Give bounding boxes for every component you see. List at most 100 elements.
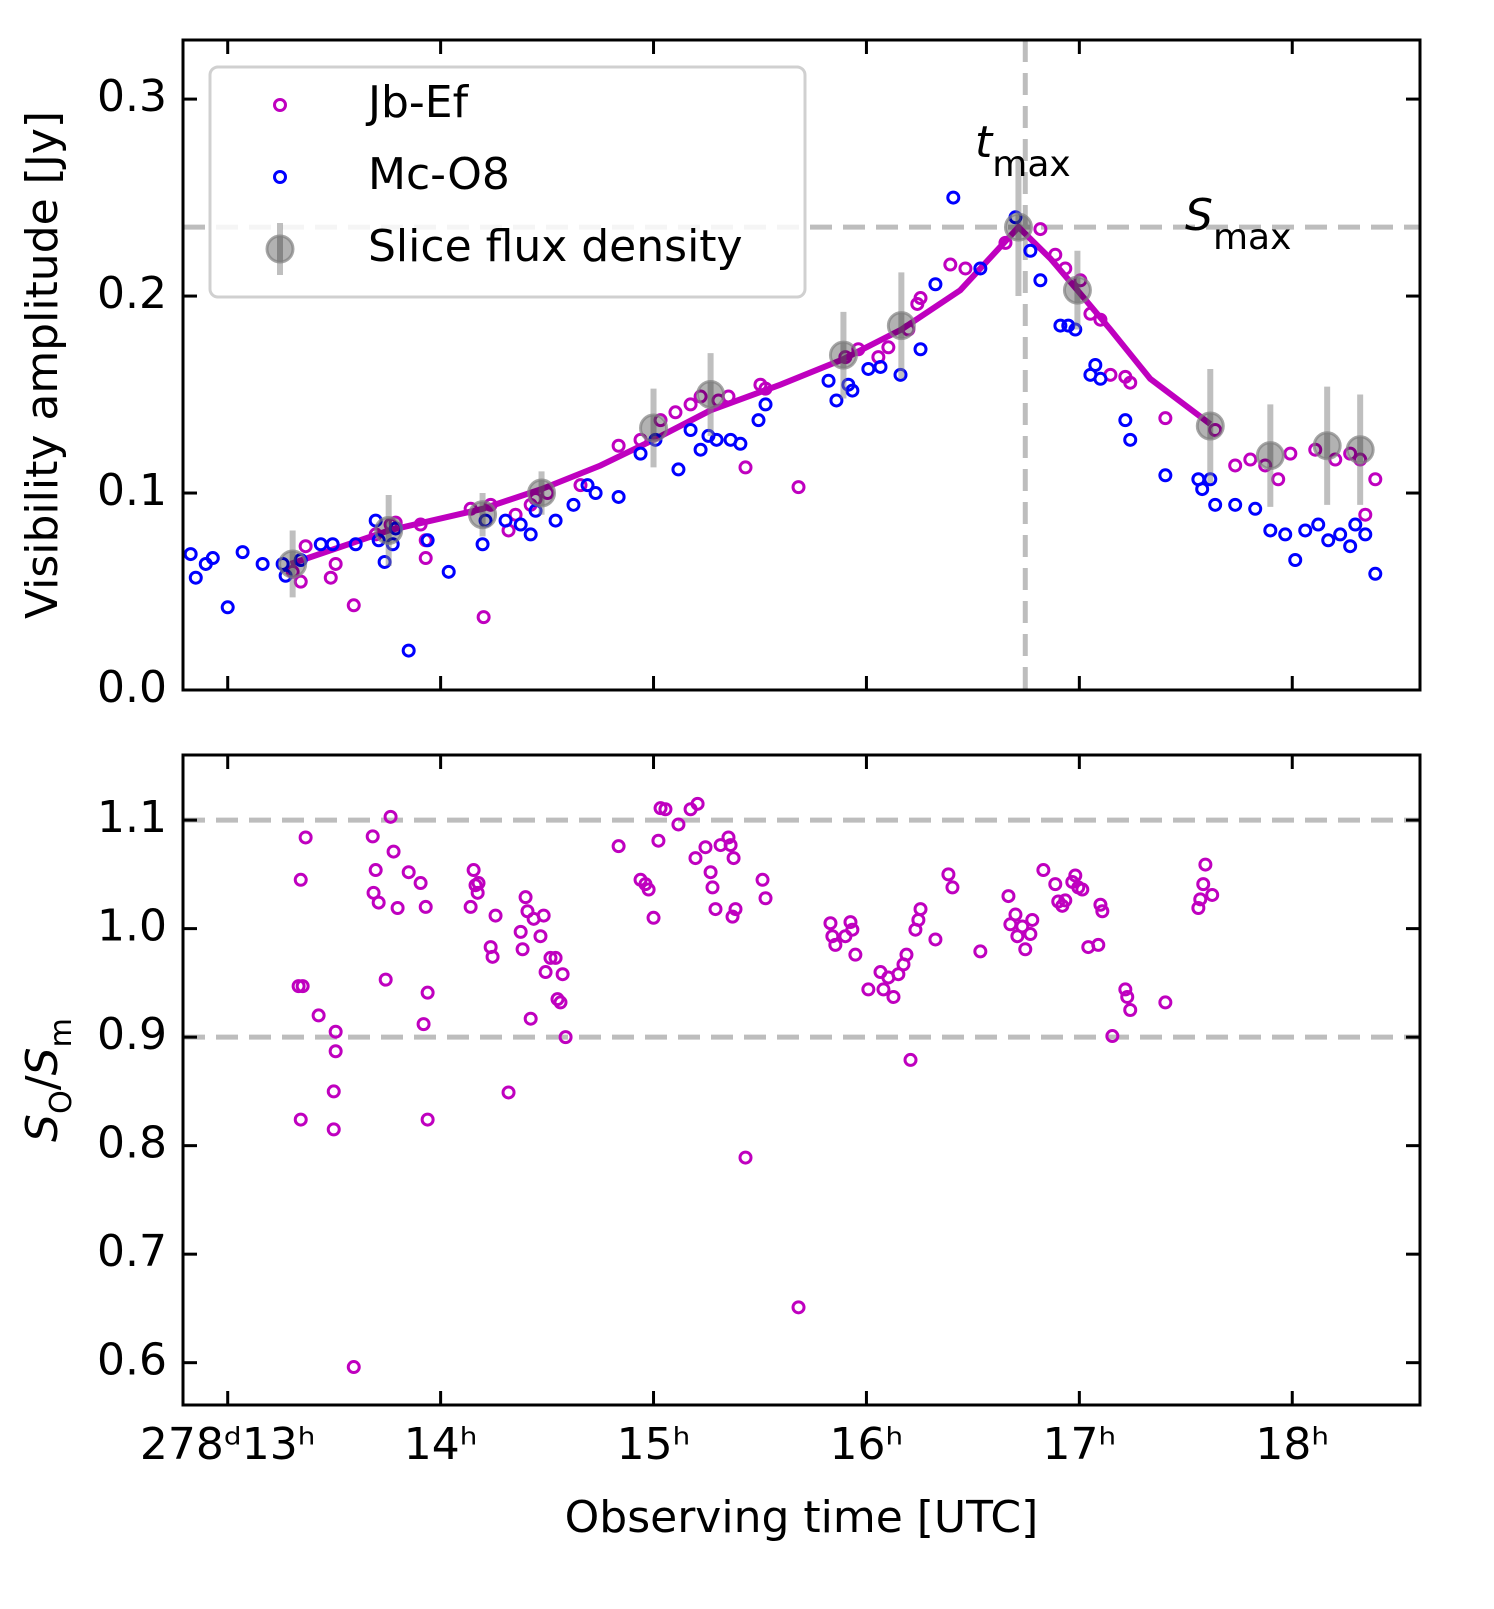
data-point: [1123, 1003, 1138, 1018]
label-part: O: [44, 1090, 79, 1114]
data-point: [488, 908, 503, 923]
data-point: [1348, 517, 1363, 532]
data-point: [913, 291, 928, 306]
data-point: [1278, 527, 1293, 542]
data-point: [721, 830, 736, 845]
data-point: [476, 610, 491, 625]
slice-point: [278, 549, 308, 579]
data-point: [705, 880, 720, 895]
plot-frame: [181, 38, 1422, 692]
data-point: [1093, 371, 1108, 386]
data-point: [945, 880, 960, 895]
label-part: S: [17, 1047, 68, 1075]
data-point: [1023, 243, 1038, 258]
data-point: [683, 423, 698, 437]
data-point: [378, 972, 393, 987]
data-point: [703, 865, 718, 880]
data-point: [371, 895, 386, 910]
data-point: [758, 381, 773, 396]
data-point: [348, 537, 363, 552]
legend-marker: [273, 170, 287, 184]
data-point: [1193, 892, 1208, 907]
label-part: m: [44, 1018, 79, 1047]
data-point: [420, 1112, 435, 1127]
x-tick-label: 278ᵈ13ʰ: [140, 1419, 316, 1470]
data-point: [553, 995, 568, 1010]
data-point: [843, 915, 858, 930]
data-point: [958, 261, 973, 276]
legend-label: Slice flux density: [368, 221, 743, 272]
data-point: [698, 840, 713, 855]
data-point: [1191, 901, 1206, 916]
data-point: [791, 1300, 806, 1315]
data-point: [1321, 533, 1336, 548]
data-point: [668, 405, 683, 420]
y-tick-label: 1.1: [97, 792, 167, 843]
data-point: [1033, 273, 1048, 288]
data-point: [326, 1122, 341, 1137]
slice-point: [527, 478, 557, 508]
data-point: [1118, 982, 1133, 997]
data-point: [1358, 507, 1373, 522]
data-point: [220, 600, 235, 615]
data-point: [943, 257, 958, 272]
y-tick-label: 0.7: [97, 1226, 167, 1277]
data-point: [755, 872, 770, 887]
data-point: [851, 342, 866, 357]
slice-point: [1195, 411, 1225, 441]
data-point: [738, 460, 753, 475]
data-point: [690, 796, 705, 811]
data-point: [183, 547, 198, 562]
data-point: [295, 979, 310, 994]
data-point: [1093, 312, 1108, 327]
data-point: [401, 865, 416, 880]
data-point: [1263, 523, 1278, 538]
x-tick-label: 14ʰ: [404, 1419, 478, 1470]
data-point: [536, 908, 551, 923]
data-point: [550, 992, 565, 1007]
data-point: [671, 462, 686, 477]
data-point: [548, 513, 563, 528]
data-point: [651, 833, 666, 848]
x-tick-label: 18ʰ: [1255, 1419, 1329, 1470]
data-point: [1358, 527, 1373, 542]
data-point: [903, 1052, 918, 1067]
data-point: [723, 838, 738, 853]
data-point: [928, 277, 943, 292]
data-point: [646, 910, 661, 925]
data-point: [611, 489, 626, 504]
data-point: [588, 486, 603, 501]
data-point: [1095, 904, 1110, 919]
data-point: [1058, 893, 1073, 908]
data-point: [466, 863, 481, 878]
slice-point: [696, 380, 726, 410]
data-point: [829, 393, 844, 408]
data-point: [1068, 868, 1083, 883]
data-point: [1048, 247, 1063, 262]
data-point: [845, 922, 860, 937]
data-point: [555, 967, 570, 982]
data-point: [1118, 413, 1133, 428]
data-point: [371, 533, 386, 548]
data-point: [1033, 222, 1048, 237]
data-point: [1195, 482, 1210, 497]
data-point: [558, 1030, 573, 1045]
data-point: [533, 929, 548, 944]
data-point: [1333, 527, 1348, 542]
data-point: [658, 802, 673, 817]
data-point: [566, 497, 581, 512]
data-point: [523, 1011, 538, 1026]
slice-point: [1345, 435, 1375, 465]
data-point: [611, 438, 626, 453]
y-tick-label: 0.8: [97, 1118, 167, 1169]
data-point: [1048, 877, 1063, 892]
data-point: [1196, 877, 1211, 892]
data-point: [1243, 452, 1258, 467]
data-point: [515, 942, 530, 957]
y-tick-label: 1.0: [97, 901, 167, 952]
data-point: [1023, 927, 1038, 942]
legend-marker: [273, 98, 287, 112]
data-point: [235, 545, 250, 560]
data-point: [1198, 857, 1213, 872]
data-point: [323, 570, 338, 585]
